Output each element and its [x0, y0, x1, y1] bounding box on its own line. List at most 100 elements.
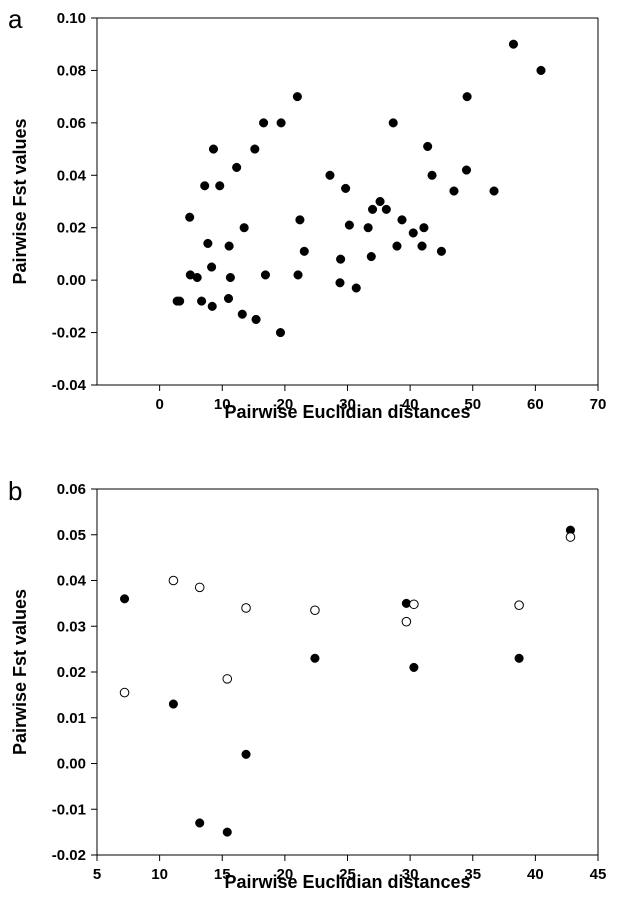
data-point-filled: [224, 241, 234, 251]
data-point-filled: [259, 118, 269, 128]
x-tick-label: 15: [214, 866, 231, 883]
data-point-filled: [203, 238, 213, 248]
y-tick-label: 0.00: [57, 756, 86, 773]
x-tick-label: 40: [402, 396, 419, 413]
y-tick-label: -0.01: [52, 801, 86, 818]
data-point-filled: [436, 246, 446, 256]
data-point-filled: [363, 223, 373, 233]
data-point-filled: [310, 653, 320, 663]
data-point-filled: [232, 162, 242, 172]
data-point-open: [310, 605, 320, 616]
data-point-filled: [392, 241, 402, 251]
x-tick-label: 45: [590, 866, 607, 883]
data-point-filled: [225, 272, 235, 283]
data-point-filled: [341, 183, 351, 193]
data-point-filled: [325, 170, 335, 180]
series-1: [119, 532, 576, 698]
data-point-filled: [366, 251, 376, 262]
data-point-filled: [536, 65, 546, 75]
x-tick-label: 60: [527, 396, 544, 413]
y-tick-label: 0.05: [57, 527, 86, 544]
data-point-filled: [239, 223, 249, 233]
data-point-filled: [423, 141, 433, 151]
x-axis-title: Pairwise Euclidian distances: [224, 872, 470, 892]
series-0: [172, 39, 546, 338]
x-tick-label: 10: [151, 866, 168, 883]
data-point-filled: [260, 270, 271, 280]
x-tick-label: 30: [339, 396, 356, 413]
data-point-filled: [276, 118, 286, 128]
x-tick-label: 20: [277, 396, 294, 413]
data-point-filled: [208, 144, 219, 154]
series-0: [120, 525, 575, 837]
panel-letter: b: [8, 476, 22, 506]
data-point-filled: [250, 144, 260, 154]
data-point-filled: [419, 223, 429, 233]
data-point-open: [168, 575, 179, 586]
data-point-filled: [275, 328, 286, 338]
x-tick-label: 10: [214, 396, 231, 413]
data-point-filled: [489, 186, 499, 196]
data-point-filled: [514, 653, 524, 663]
x-tick-label: 0: [155, 396, 163, 413]
x-tick-label: 5: [93, 866, 101, 883]
data-point-filled: [381, 204, 391, 214]
data-point-filled: [215, 181, 225, 191]
x-axis-title: Pairwise Euclidian distances: [224, 402, 470, 422]
x-tick-label: 50: [464, 396, 481, 413]
data-point-filled: [351, 283, 361, 293]
x-tick-label: 30: [402, 866, 419, 883]
y-tick-label: -0.02: [52, 847, 86, 864]
data-point-filled: [120, 594, 130, 604]
data-point-open: [514, 600, 524, 611]
data-point-open: [119, 687, 130, 698]
data-point-filled: [237, 309, 247, 319]
data-point-filled: [251, 314, 261, 325]
data-point-open: [401, 616, 412, 627]
y-tick-label: 0.10: [57, 10, 86, 27]
data-point-filled: [408, 228, 418, 238]
data-point-filled: [207, 301, 217, 311]
chart-panel-b: b 5 10 15 20 25 30 35 40 45 -0.02 -0.01 0.00 0.01 0.02…: [8, 476, 606, 892]
x-tick-label: 25: [339, 866, 356, 883]
data-point-filled: [397, 215, 407, 225]
data-point-filled: [292, 92, 302, 102]
x-tick-label: 40: [527, 866, 544, 883]
y-tick-label: 0.06: [57, 115, 86, 132]
data-point-filled: [368, 204, 378, 214]
data-point-filled: [195, 818, 205, 828]
x-tick-label: 35: [464, 866, 481, 883]
data-point-filled: [388, 118, 398, 128]
data-point-filled: [207, 262, 217, 272]
data-point-filled: [344, 220, 354, 230]
panel-letter: a: [8, 4, 23, 34]
data-point-open: [241, 603, 251, 613]
data-point-filled: [335, 278, 345, 288]
y-tick-label: 0.01: [57, 710, 86, 727]
data-point-filled: [185, 212, 195, 222]
y-tick-label: 0.02: [57, 220, 86, 237]
data-point-open: [565, 532, 576, 542]
y-tick-label: 0.02: [57, 664, 86, 681]
data-point-filled: [299, 246, 309, 256]
y-tick-label: 0.04: [57, 167, 87, 184]
data-point-filled: [449, 186, 459, 196]
data-point-filled: [200, 181, 210, 191]
data-point-filled: [192, 272, 202, 283]
y-tick-label: 0.04: [57, 573, 87, 590]
data-point-filled: [223, 293, 234, 304]
x-tick-label: 70: [590, 396, 607, 413]
data-point-filled: [462, 92, 472, 102]
data-point-filled: [175, 296, 185, 306]
data-point-filled: [241, 749, 251, 759]
data-point-filled: [197, 296, 207, 306]
y-tick-label: -0.02: [52, 325, 86, 342]
data-point-filled: [508, 39, 519, 49]
data-point-filled: [461, 165, 472, 175]
data-point-filled: [417, 241, 427, 251]
y-axis-title: Pairwise Fst values: [10, 118, 30, 284]
data-point-open: [409, 599, 419, 610]
data-point-filled: [409, 662, 419, 672]
